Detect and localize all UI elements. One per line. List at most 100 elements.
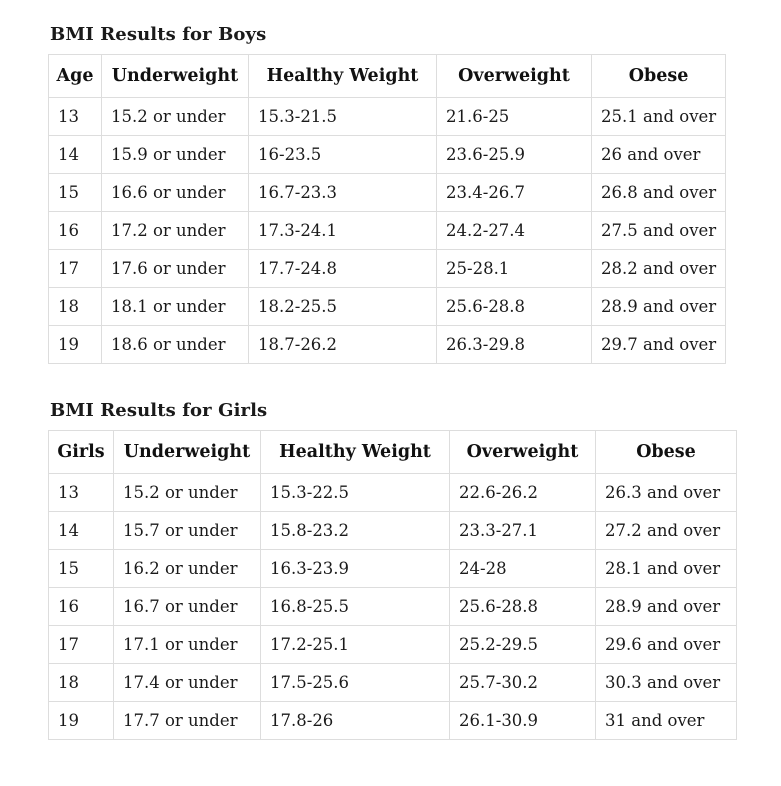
table-cell: 28.2 and over [590,249,727,288]
table-row: 13 15.2 or under 15.3-22.5 22.6-26.2 26.3 an… [48,473,737,512]
table-cell: 17.6 or under [101,249,249,288]
table-cell: 15.2 or under [113,473,261,512]
column-header: Overweight [436,54,592,98]
header-row: Girls Underweight Healthy Weight Overweight… [48,430,737,474]
table-cell: 26 and over [590,135,727,174]
table-cell: 16 [48,211,102,250]
table-row: 17 17.1 or under 17.2-25.1 25.2-29.5 29.6 an… [48,625,737,664]
table-cell: 17 [48,249,102,288]
table-cell: 26.8 and over [590,173,727,212]
table-cell: 18.6 or under [101,325,249,364]
table-cell: 16-23.5 [248,135,437,174]
table-cell: 29.6 and over [595,625,737,664]
column-header: Girls [48,430,114,474]
table-cell: 18.2-25.5 [248,287,437,326]
table-cell: 23.6-25.9 [436,135,592,174]
table-cell: 21.6-25 [436,97,592,136]
table-cell: 23.3-27.1 [449,511,596,550]
table-row: 18 17.4 or under 17.5-25.6 25.7-30.2 30.3 an… [48,663,737,702]
table-row: 14 15.7 or under 15.8-23.2 23.3-27.1 27.2 an… [48,511,737,550]
table-cell: 15.8-23.2 [260,511,450,550]
column-header: Obese [595,430,737,474]
table-cell: 30.3 and over [595,663,737,702]
table-cell: 25.2-29.5 [449,625,596,664]
column-header: Healthy Weight [260,430,450,474]
table-cell: 17.7-24.8 [248,249,437,288]
table-cell: 18 [48,663,114,702]
table-cell: 16.7-23.3 [248,173,437,212]
table-cell: 15 [48,549,114,588]
table-cell: 25.7-30.2 [449,663,596,702]
table-cell: 13 [48,473,114,512]
table-cell: 18 [48,287,102,326]
table-cell: 17.8-26 [260,701,450,740]
table-row: 19 18.6 or under 18.7-26.2 26.3-29.8 29.7 an… [48,325,727,364]
table-cell: 25.6-28.8 [449,587,596,626]
column-header: Healthy Weight [248,54,437,98]
column-header: Obese [590,54,727,98]
table-cell: 28.9 and over [590,287,727,326]
header-row: Age Underweight Healthy Weight Overweight Ob… [48,54,727,98]
table-cell: 16.6 or under [101,173,249,212]
table-cell: 14 [48,511,114,550]
table-cell: 18.1 or under [101,287,249,326]
boys-table-header: Age Underweight Healthy Weight Overweight Ob… [48,54,727,98]
table-cell: 16.3-23.9 [260,549,450,588]
table-cell: 16 [48,587,114,626]
boys-table-body: 13 15.2 or under 15.3-21.5 21.6-25 25.1 and … [48,97,727,364]
table-row: 19 17.7 or under 17.8-26 26.1-30.9 31 and ov… [48,701,737,740]
table-cell: 19 [48,325,102,364]
table-cell: 17.2 or under [101,211,249,250]
table-row: 17 17.6 or under 17.7-24.8 25-28.1 28.2 and … [48,249,727,288]
table-row: 16 17.2 or under 17.3-24.1 24.2-27.4 27.5 an… [48,211,727,250]
girls-table-title: BMI Results for Girls [50,400,268,421]
table-row: 15 16.6 or under 16.7-23.3 23.4-26.7 26.8 an… [48,173,727,212]
table-cell: 31 and over [595,701,737,740]
bmi-table-boys: Age Underweight Healthy Weight Overweight Ob… [48,54,727,364]
table-cell: 15.2 or under [101,97,249,136]
table-cell: 18.7-26.2 [248,325,437,364]
table-cell: 15.3-21.5 [248,97,437,136]
table-cell: 24.2-27.4 [436,211,592,250]
table-cell: 29.7 and over [590,325,727,364]
table-cell: 25.1 and over [590,97,727,136]
table-cell: 17.4 or under [113,663,261,702]
column-header: Age [48,54,102,98]
table-cell: 16.2 or under [113,549,261,588]
table-cell: 14 [48,135,102,174]
table-cell: 17 [48,625,114,664]
column-header: Overweight [449,430,596,474]
table-cell: 26.3-29.8 [436,325,592,364]
girls-table-body: 13 15.2 or under 15.3-22.5 22.6-26.2 26.3 an… [48,473,737,740]
girls-table-header: Girls Underweight Healthy Weight Overweight… [48,430,737,474]
table-cell: 26.1-30.9 [449,701,596,740]
table-cell: 16.7 or under [113,587,261,626]
bmi-results-section: BMI Results for Boys Age Underweight Healt… [48,24,781,740]
table-cell: 22.6-26.2 [449,473,596,512]
table-cell: 16.8-25.5 [260,587,450,626]
bmi-table-girls: Girls Underweight Healthy Weight Overweight… [48,430,737,740]
table-row: 15 16.2 or under 16.3-23.9 24-28 28.1 and ov… [48,549,737,588]
table-cell: 28.9 and over [595,587,737,626]
table-cell: 17.1 or under [113,625,261,664]
table-cell: 15.7 or under [113,511,261,550]
table-cell: 23.4-26.7 [436,173,592,212]
boys-table-title: BMI Results for Boys [50,24,267,45]
table-cell: 26.3 and over [595,473,737,512]
table-cell: 25-28.1 [436,249,592,288]
table-cell: 15 [48,173,102,212]
table-cell: 28.1 and over [595,549,737,588]
table-cell: 17.5-25.6 [260,663,450,702]
table-cell: 15.3-22.5 [260,473,450,512]
table-row: 16 16.7 or under 16.8-25.5 25.6-28.8 28.9 an… [48,587,737,626]
table-cell: 19 [48,701,114,740]
table-cell: 27.5 and over [590,211,727,250]
table-cell: 25.6-28.8 [436,287,592,326]
table-cell: 17.7 or under [113,701,261,740]
table-cell: 27.2 and over [595,511,737,550]
table-row: 14 15.9 or under 16-23.5 23.6-25.9 26 and ov… [48,135,727,174]
column-header: Underweight [113,430,261,474]
table-row: 18 18.1 or under 18.2-25.5 25.6-28.8 28.9 an… [48,287,727,326]
table-cell: 15.9 or under [101,135,249,174]
table-cell: 24-28 [449,549,596,588]
